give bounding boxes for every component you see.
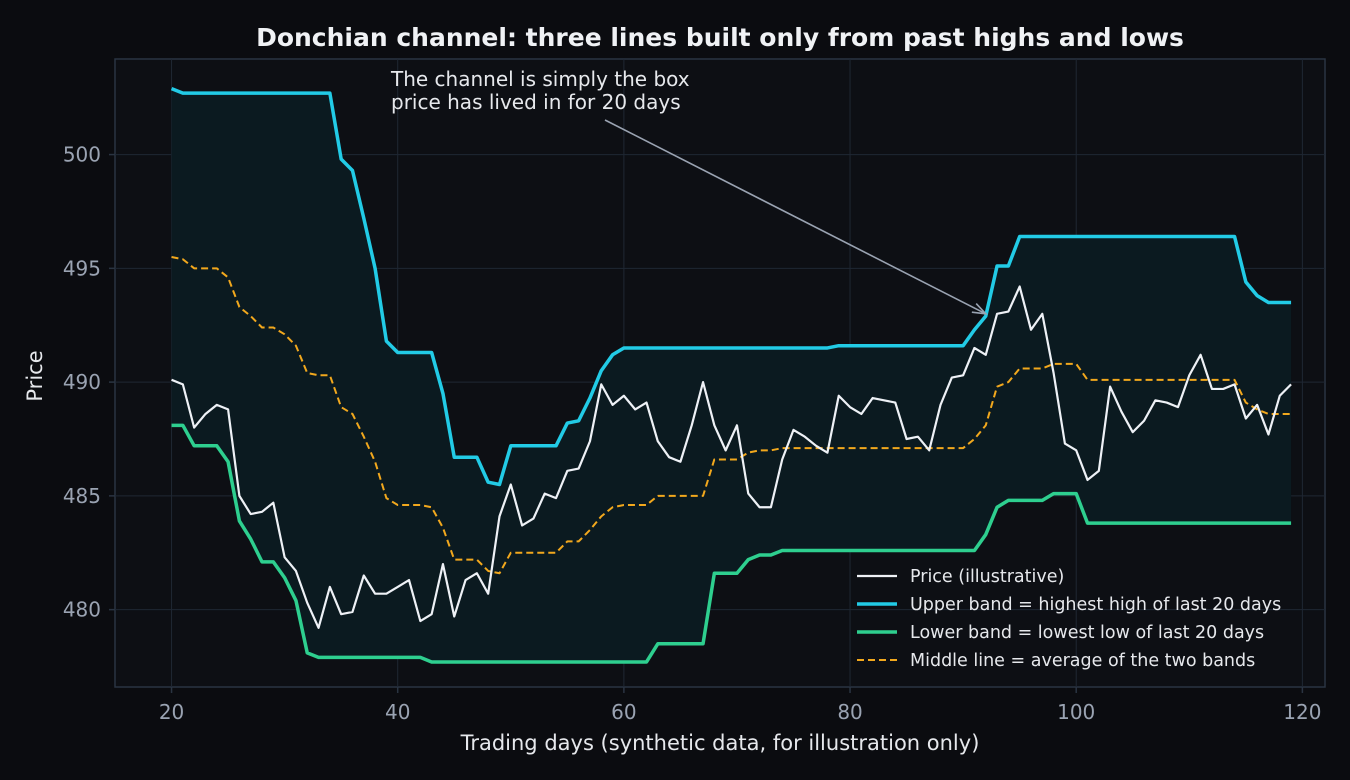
y-tick-label: 500 xyxy=(63,143,101,167)
chart-title: Donchian channel: three lines built only… xyxy=(256,23,1184,52)
x-tick-label: 80 xyxy=(837,700,862,724)
annotation-arrowhead xyxy=(971,303,988,315)
legend-label-price: Price (illustrative) xyxy=(910,567,1064,587)
channel-fill-area xyxy=(171,88,1292,662)
annotation: The channel is simply the box price has … xyxy=(390,67,988,315)
series-middle-line xyxy=(171,255,1292,575)
y-tick-label: 490 xyxy=(63,370,101,394)
annotation-line-2: price has lived in for 20 days xyxy=(391,90,681,114)
annotation-line-1: The channel is simply the box xyxy=(390,67,690,91)
series-lower-band-line xyxy=(171,423,1292,664)
y-tick-label: 480 xyxy=(63,598,101,622)
series-price-line xyxy=(171,285,1292,629)
annotation-arrow xyxy=(604,119,987,315)
x-tick-label: 20 xyxy=(159,700,184,724)
x-axis-label: Trading days (synthetic data, for illust… xyxy=(460,731,980,755)
legend-label-lower-band: Lower band = lowest low of last 20 days xyxy=(910,623,1264,643)
series-upper-band-line xyxy=(170,86,1292,487)
y-tick-label: 485 xyxy=(63,484,101,508)
x-tick-label: 60 xyxy=(611,700,636,724)
legend: Price (illustrative) Upper band = highes… xyxy=(857,567,1281,671)
axis-ticks: 20 40 60 80 100 120 480 485 490 495 500 xyxy=(63,143,1322,724)
legend-label-upper-band: Upper band = highest high of last 20 day… xyxy=(910,595,1281,615)
x-tick-label: 40 xyxy=(385,700,410,724)
x-tick-label: 120 xyxy=(1283,700,1321,724)
series-layer xyxy=(170,86,1292,664)
x-tick-label: 100 xyxy=(1057,700,1095,724)
y-axis-label: Price xyxy=(23,350,47,401)
legend-label-middle-line: Middle line = average of the two bands xyxy=(910,651,1255,671)
y-tick-label: 495 xyxy=(63,256,101,280)
